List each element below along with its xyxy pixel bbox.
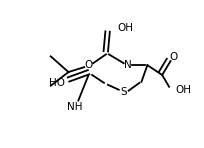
Text: OH: OH	[118, 23, 134, 33]
Text: N: N	[124, 60, 132, 70]
Text: O: O	[84, 60, 92, 70]
Text: O: O	[169, 52, 177, 62]
Text: NH: NH	[67, 102, 82, 112]
Text: OH: OH	[175, 85, 191, 95]
Text: HO: HO	[49, 78, 64, 88]
Text: S: S	[120, 87, 127, 97]
